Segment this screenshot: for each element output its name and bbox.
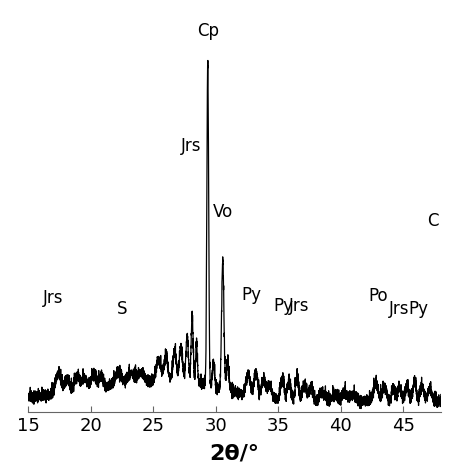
Text: Vo: Vo: [213, 202, 234, 220]
Text: Jrs: Jrs: [181, 137, 202, 155]
Text: Py: Py: [408, 300, 428, 318]
Text: Jrs: Jrs: [289, 297, 310, 315]
Text: Po: Po: [368, 287, 388, 305]
Text: Py: Py: [273, 297, 293, 315]
Text: S: S: [117, 300, 128, 318]
Text: Jrs: Jrs: [389, 300, 410, 318]
Text: Cp: Cp: [197, 21, 219, 39]
Text: C: C: [427, 212, 439, 230]
X-axis label: 2θ/°: 2θ/°: [210, 444, 260, 464]
Text: Jrs: Jrs: [43, 290, 64, 308]
Text: Py: Py: [241, 286, 261, 304]
